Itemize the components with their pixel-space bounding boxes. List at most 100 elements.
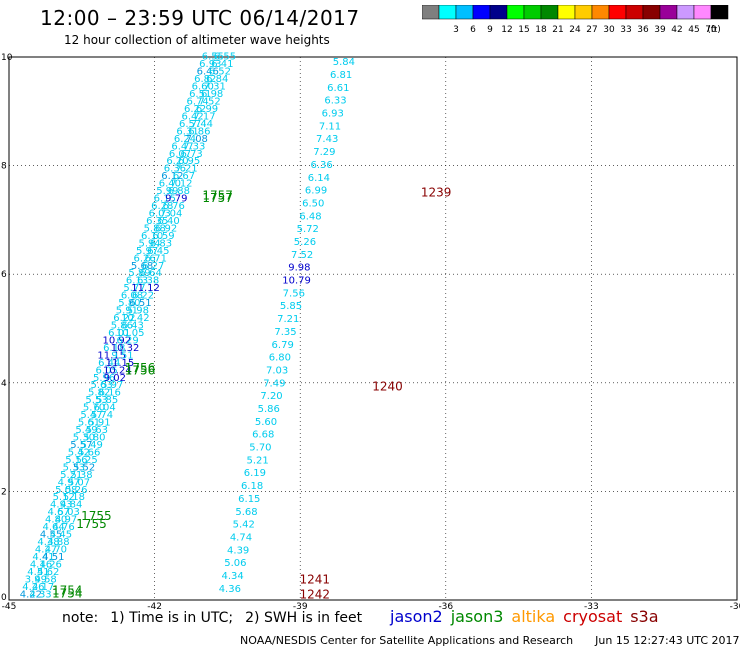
swh-value: 6.03 (149, 209, 171, 220)
swh-value: 6.26 (133, 253, 155, 264)
swh-value: 5.96 (93, 373, 115, 384)
swh-value: 6.27 (142, 261, 164, 272)
swh-value: 5.30 (73, 432, 95, 443)
color-swatch-label: 9 (487, 25, 493, 35)
swh-value: 6.93 (322, 109, 344, 120)
note-time-utc: 1) Time is in UTC; (110, 610, 234, 626)
swh-value: 4.88 (47, 537, 69, 548)
color-swatch-label: 3 (453, 25, 459, 35)
color-swatch-label: 18 (535, 25, 547, 35)
pass-number-label: 1754 (52, 586, 83, 600)
swh-value: 6.38 (137, 276, 159, 287)
swh-value: 7.08 (186, 134, 208, 145)
swh-value: 9.51 (111, 350, 133, 361)
swh-value: 5.52 (73, 462, 95, 473)
swh-value: 7.49 (263, 378, 285, 389)
swh-value: 7.35 (274, 327, 296, 338)
swh-value: 7.29 (313, 147, 335, 158)
swh-value: 6.10 (141, 231, 163, 242)
swh-value: 5.60 (255, 417, 277, 428)
swh-value: 5.86 (111, 321, 133, 332)
swh-value: 11.12 (131, 283, 160, 294)
swh-value: 6.57 (179, 119, 201, 130)
swh-value: 5.49 (75, 425, 97, 436)
notes: note: 1) Time is in UTC; 2) SWH is in feet (62, 610, 374, 626)
swh-value: 5.06 (224, 558, 246, 569)
swh-value: 6.43 (122, 321, 144, 332)
swh-value: 4.22 (20, 589, 42, 600)
swh-value: 5.25 (76, 455, 98, 466)
swh-value: 7.33 (183, 141, 205, 152)
swh-value: 4.26 (40, 559, 62, 570)
swh-value: 6.05 (96, 365, 118, 376)
swh-value: 4.36 (219, 584, 241, 595)
swh-value: 5.97 (136, 246, 158, 257)
x-tick-label: -45 (2, 602, 17, 610)
swh-value: 5.68 (235, 507, 257, 518)
swh-value: 6.61 (327, 83, 349, 94)
swh-value: 5.74 (91, 410, 113, 421)
swh-value: 7.20 (260, 391, 282, 402)
swh-value: 6.14 (308, 173, 330, 184)
swh-value: 6.18 (103, 343, 125, 354)
swh-value: 5.12 (53, 492, 75, 503)
swh-value: 5.88 (144, 223, 166, 234)
swh-value: 6.84 (206, 74, 228, 85)
generated-timestamp: Jun 15 12:27:43 UTC 2017 (595, 634, 740, 647)
swh-value: 6.88 (168, 186, 190, 197)
swh-value: 10.79 (282, 276, 311, 287)
swh-value: 6.15 (154, 194, 176, 205)
pass-number-label: 1757 (202, 191, 233, 205)
swh-value: 6.51 (189, 89, 211, 100)
swh-value: 7.44 (191, 119, 213, 130)
swh-value: 4.34 (221, 571, 243, 582)
swh-value: 6.48 (299, 211, 321, 222)
swh-value: 6.07 (169, 149, 191, 160)
swh-value: 6.45 (147, 246, 169, 257)
swh-value: 11.15 (106, 358, 135, 369)
swh-value: 5.47 (80, 410, 102, 421)
swh-value: 6.55 (214, 52, 236, 63)
swh-value: 6.36 (164, 164, 186, 175)
swh-value: 6.71 (145, 253, 167, 264)
color-swatch-label: 15 (518, 25, 529, 35)
color-swatch-label: 70 (705, 25, 717, 35)
swh-value: 5.70 (249, 443, 271, 454)
swh-value: 7.21 (175, 164, 197, 175)
pass-number-label: 1757 (202, 188, 233, 202)
swh-value: 6.79 (272, 340, 294, 351)
wave-height-plot: -45-42-39-36-33-3002468104.224.263.994.5… (1, 52, 740, 610)
color-swatch-label: 30 (603, 25, 615, 35)
swh-value: 5.89 (128, 268, 150, 279)
swh-value: 4.41 (32, 552, 54, 563)
swh-value: 6.40 (157, 216, 179, 227)
swh-value: 5.07 (68, 477, 90, 488)
swh-value: 4.58 (35, 574, 57, 585)
swh-value: 6.15 (238, 494, 260, 505)
swh-value: 6.80 (269, 353, 291, 364)
swh-value: 7.03 (266, 365, 288, 376)
color-swatch-17 (710, 5, 729, 20)
swh-value: 5.68 (131, 261, 153, 272)
pass-number-label: 1242 (299, 587, 330, 601)
legend-jason2: jason2 (390, 607, 443, 626)
swh-value: 5.77 (123, 283, 145, 294)
swh-value: 4.80 (45, 515, 67, 526)
swh-value: 6.82 (194, 74, 216, 85)
swh-value: 5.63 (90, 380, 112, 391)
swh-value: 6.95 (178, 156, 200, 167)
swh-value: 4.84 (60, 500, 82, 511)
swh-value: 7.12 (170, 179, 192, 190)
swh-value: 5.03 (58, 507, 80, 518)
swh-value: 4.51 (42, 552, 64, 563)
swh-value: 5.66 (78, 447, 100, 458)
swh-value: 6.81 (330, 70, 352, 81)
swh-value: 6.67 (173, 171, 195, 182)
swh-value: 4.62 (37, 567, 59, 578)
swh-value: 10.92 (102, 335, 131, 346)
swh-value: 10.24 (103, 365, 132, 376)
swh-value: 6.76 (163, 201, 185, 212)
color-swatch-label: 24 (569, 25, 581, 35)
plot-frame (8, 56, 738, 601)
color-swatch-label: 45 (688, 25, 699, 35)
